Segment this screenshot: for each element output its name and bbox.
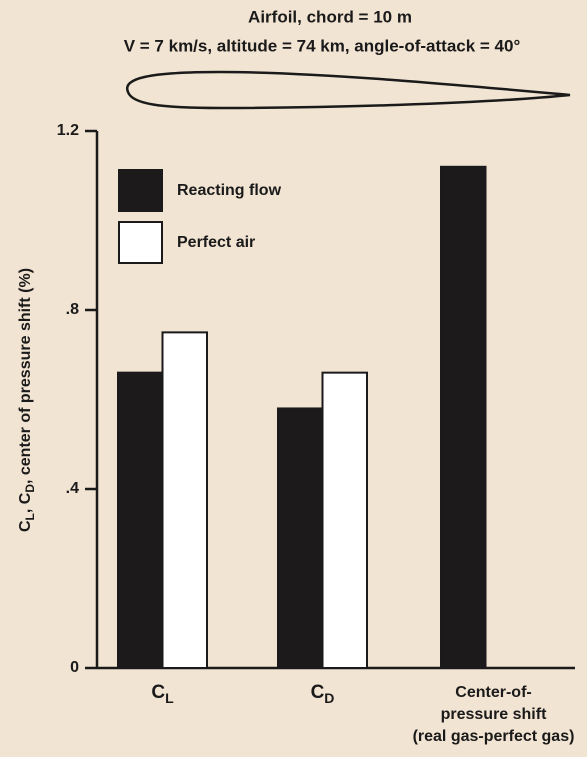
y-axis-label-part: C	[17, 520, 34, 532]
legend-swatch	[118, 169, 163, 212]
bar	[321, 371, 368, 669]
legend-label: Perfect air	[177, 234, 255, 251]
y-tick-label: 0	[70, 659, 79, 676]
y-tick-label: .4	[66, 480, 79, 497]
x-tick-label-part: D	[324, 690, 334, 706]
x-tick-label-part: C	[151, 682, 165, 703]
y-tick-label: .8	[66, 301, 79, 318]
y-axis-label-part: D	[23, 484, 37, 493]
x-tick-label-part: L	[165, 690, 174, 706]
x-tick-label-part: C	[311, 682, 325, 703]
x-tick-label: (real gas-perfect gas)	[413, 728, 575, 745]
x-tick-label: Center-of-	[455, 684, 531, 701]
airfoil-outline	[125, 70, 571, 110]
x-tick-label: CL	[151, 682, 174, 706]
y-axis-label-part: , C	[17, 492, 34, 513]
x-tick-label: CD	[311, 682, 335, 706]
y-tick-label: 1.2	[57, 122, 79, 139]
legend-swatch	[118, 221, 163, 264]
chart-subtitle: V = 7 km/s, altitude = 74 km, angle-of-a…	[124, 36, 521, 55]
chart-title: Airfoil, chord = 10 m	[248, 7, 412, 26]
bar	[277, 407, 324, 669]
bar	[161, 331, 208, 669]
legend-label: Reacting flow	[177, 182, 282, 199]
bar	[440, 165, 487, 670]
x-tick-label: pressure shift	[441, 706, 547, 723]
bar	[117, 371, 164, 669]
y-axis-label-part: L	[23, 513, 37, 520]
y-axis-label-part: , center of pressure shift (%)	[17, 268, 34, 484]
y-axis-label: CL, CD, center of pressure shift (%)	[17, 268, 37, 532]
